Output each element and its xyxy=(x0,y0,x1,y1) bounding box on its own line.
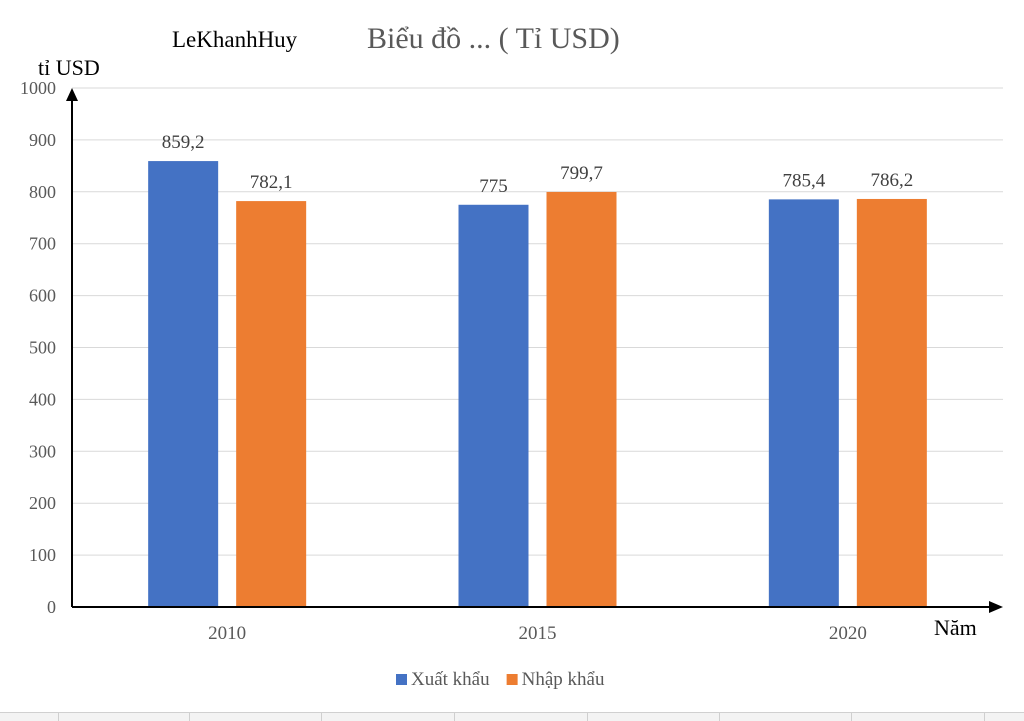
legend-swatch xyxy=(506,674,518,685)
gridlines xyxy=(72,87,1003,556)
x-axis-title: Năm xyxy=(934,615,977,640)
y-tick-label: 400 xyxy=(29,389,56,409)
sheet-grid-strip xyxy=(0,712,1024,721)
y-tick-label: 600 xyxy=(29,286,56,306)
data-label: 785,4 xyxy=(782,170,825,191)
x-axis-arrowhead xyxy=(989,601,1003,613)
y-tick-label: 700 xyxy=(29,234,56,254)
legend-label: Xuất khẩu xyxy=(411,669,490,690)
bar xyxy=(148,161,219,607)
chart-title: Biểu đồ ... ( Tỉ USD) xyxy=(367,22,620,55)
data-label: 786,2 xyxy=(870,170,913,191)
legend-swatch xyxy=(396,674,407,685)
y-tick-label: 800 xyxy=(29,182,56,202)
y-tick-label: 300 xyxy=(29,441,56,461)
bar xyxy=(546,191,617,608)
bar xyxy=(768,199,839,608)
bar xyxy=(856,198,927,607)
data-labels: 859,2 782,1 775 799,7 785,4 786,2 xyxy=(162,132,913,197)
y-tick-label: 200 xyxy=(29,493,56,513)
data-label: 782,1 xyxy=(250,172,293,193)
data-label: 799,7 xyxy=(560,163,603,184)
data-label: 859,2 xyxy=(162,132,205,153)
y-axis-arrowhead xyxy=(66,88,78,101)
y-tick-label: 100 xyxy=(29,545,56,565)
y-axis-title: tỉ USD xyxy=(38,55,100,80)
y-tick-label: 1000 xyxy=(20,78,56,98)
bars xyxy=(148,161,927,608)
x-tick-label: 2015 xyxy=(519,623,557,644)
y-tick-label: 0 xyxy=(47,597,56,617)
bar xyxy=(458,204,529,607)
legend: Xuất khẩu Nhập khẩu xyxy=(396,669,605,690)
bar xyxy=(236,201,307,608)
y-tick-label: 500 xyxy=(29,338,56,358)
data-label: 775 xyxy=(479,176,508,197)
legend-label: Nhập khẩu xyxy=(522,669,605,690)
y-axis-ticks: 0 100 200 300 400 500 600 700 800 900 1000 xyxy=(20,78,56,617)
x-tick-label: 2010 xyxy=(208,623,246,644)
chart-author: LeKhanhHuy xyxy=(172,27,298,52)
x-axis-ticks: 2010 2015 2020 xyxy=(208,623,867,644)
y-tick-label: 900 xyxy=(29,130,56,150)
x-tick-label: 2020 xyxy=(829,623,867,644)
